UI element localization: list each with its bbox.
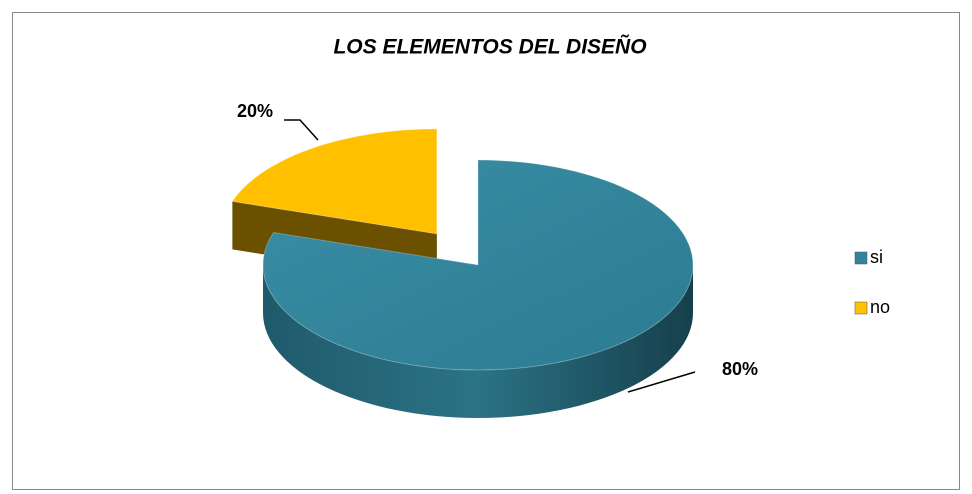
legend-swatch: [854, 251, 868, 265]
legend-label: no: [870, 297, 890, 317]
leader-line: [627, 371, 696, 393]
data-label: 20%: [237, 101, 273, 121]
legend-label: si: [870, 247, 883, 267]
slice: [231, 128, 438, 235]
slice-wall: [263, 265, 693, 418]
slice: [262, 159, 694, 371]
leader-line: [284, 119, 319, 141]
data-label: 80%: [722, 359, 758, 379]
legend-swatch: [854, 301, 868, 315]
chart-title: LOS ELEMENTOS DEL DISEÑO: [333, 36, 646, 59]
